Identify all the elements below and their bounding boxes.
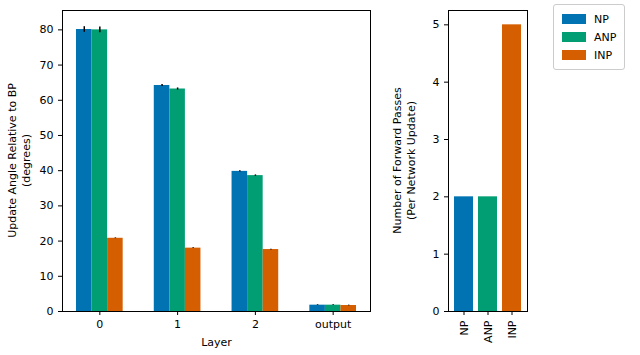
svg-text:4: 4: [433, 76, 440, 89]
html-text:ANP: ANP: [594, 30, 617, 44]
svg-text:1: 1: [433, 248, 440, 261]
svg-text:2: 2: [252, 318, 259, 331]
svg-text:output: output: [315, 318, 352, 331]
svg-text:40: 40: [40, 164, 54, 177]
html-text:INP: INP: [594, 48, 613, 62]
svg-text:(degrees): (degrees): [20, 134, 33, 187]
html-text:NP: NP: [594, 12, 609, 26]
svg-text:70: 70: [40, 59, 54, 72]
svg-text:10: 10: [40, 270, 54, 283]
svg-text:Update Angle Relative to BP: Update Angle Relative to BP: [6, 83, 19, 238]
svg-text:30: 30: [40, 199, 54, 212]
svg-text:(Per Network Update): (Per Network Update): [405, 101, 418, 220]
svg-text:50: 50: [40, 129, 54, 142]
svg-text:1: 1: [174, 318, 181, 331]
svg-text:Layer: Layer: [201, 336, 232, 349]
svg-text:80: 80: [40, 23, 54, 36]
svg-text:5: 5: [433, 18, 440, 31]
svg-text:0: 0: [47, 305, 54, 318]
svg-text:NP: NP: [458, 320, 471, 335]
svg-text:Number of Forward Passes: Number of Forward Passes: [391, 87, 404, 234]
svg-text:INP: INP: [506, 320, 519, 338]
svg-text:2: 2: [433, 190, 440, 203]
svg-text:0: 0: [433, 305, 440, 318]
svg-text:60: 60: [40, 94, 54, 107]
svg-text:ANP: ANP: [482, 320, 495, 343]
svg-text:3: 3: [433, 133, 440, 146]
svg-text:0: 0: [96, 318, 103, 331]
svg-text:20: 20: [40, 235, 54, 248]
